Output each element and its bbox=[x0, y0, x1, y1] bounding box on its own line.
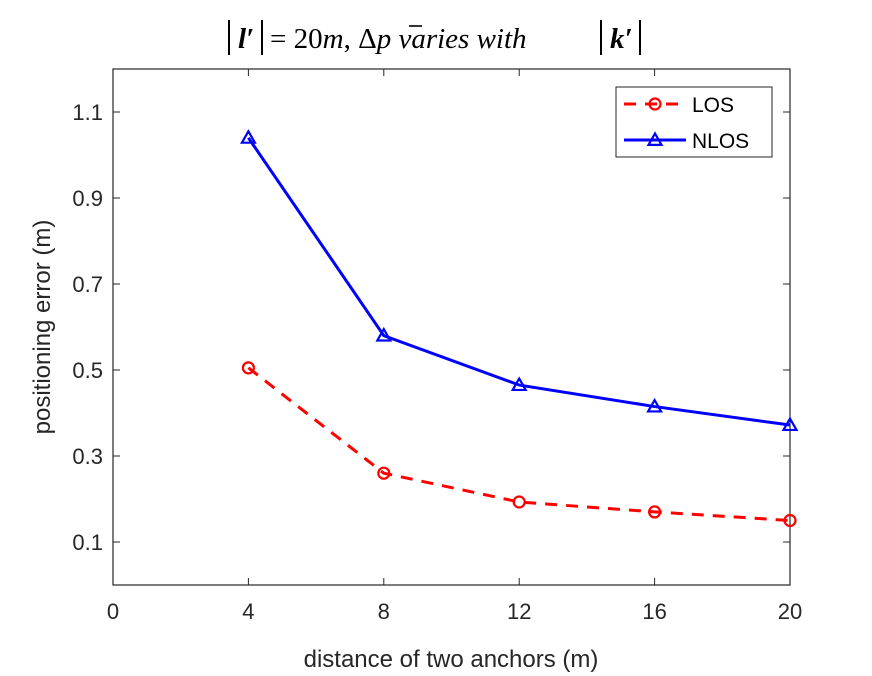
data-point-nlos bbox=[510, 376, 528, 392]
svg-text:l′: l′ bbox=[238, 23, 254, 55]
x-tick-label: 12 bbox=[507, 599, 531, 624]
legend-marker-nlos bbox=[646, 131, 664, 146]
y-tick-label: 0.3 bbox=[72, 444, 103, 469]
legend-label-los: LOS bbox=[692, 94, 734, 117]
data-point-los bbox=[377, 466, 391, 480]
y-tick-label: 0.9 bbox=[72, 186, 103, 211]
chart-title: l′ = 20m, Δp varies with k′ bbox=[228, 20, 641, 55]
y-tick-label: 0.1 bbox=[72, 530, 103, 555]
data-point-los bbox=[512, 495, 526, 509]
y-tick-label: 0.7 bbox=[72, 272, 103, 297]
data-point-los bbox=[241, 361, 255, 375]
x-tick-label: 8 bbox=[378, 599, 390, 624]
x-tick-label: 0 bbox=[107, 599, 119, 624]
data-point-nlos bbox=[240, 129, 257, 144]
series-los bbox=[241, 361, 797, 528]
data-point-nlos bbox=[781, 416, 799, 432]
x-axis-label: distance of two anchors (m) bbox=[304, 646, 599, 673]
svg-text:= 20m, Δp varies with: = 20m, Δp varies with bbox=[270, 23, 527, 55]
series-layer bbox=[240, 129, 799, 528]
data-point-los bbox=[647, 505, 662, 519]
x-tick-label: 20 bbox=[778, 599, 802, 624]
x-tick-label: 4 bbox=[242, 599, 254, 624]
svg-text:k′: k′ bbox=[610, 23, 633, 55]
series-line-los bbox=[247, 366, 791, 522]
y-axis-label: positioning error (m) bbox=[29, 220, 56, 435]
data-point-los bbox=[783, 513, 797, 528]
series-nlos bbox=[240, 129, 799, 432]
data-point-nlos bbox=[646, 397, 663, 413]
x-axis: 0 4 8 12 16 20 bbox=[107, 69, 802, 624]
legend-label-nlos: NLOS bbox=[692, 130, 749, 153]
series-line-nlos bbox=[247, 136, 791, 427]
y-tick-label: 1.1 bbox=[72, 100, 103, 125]
y-tick-label: 0.5 bbox=[72, 358, 103, 383]
legend-marker-los bbox=[648, 97, 662, 111]
legend: LOS NLOS bbox=[615, 86, 773, 158]
y-axis: 0.1 0.3 0.5 0.7 0.9 1.1 bbox=[72, 100, 790, 555]
data-point-nlos bbox=[375, 326, 393, 342]
x-tick-label: 16 bbox=[642, 599, 666, 624]
